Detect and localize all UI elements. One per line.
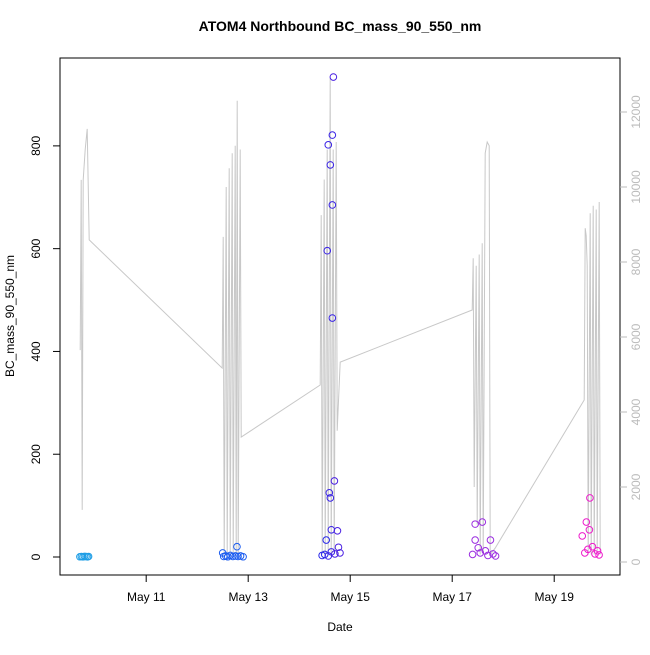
data-point (331, 550, 339, 558)
y-tick-label: 0 (29, 553, 43, 560)
data-point (578, 532, 587, 540)
x-tick-label: May 15 (331, 590, 371, 604)
data-point (333, 527, 342, 535)
y2-tick-label: 10000 (629, 170, 643, 204)
data-point (471, 536, 479, 544)
data-point (324, 141, 333, 149)
data-point (328, 314, 337, 322)
data-point (486, 536, 495, 544)
y2-tick-label: 0 (629, 558, 643, 565)
data-point (322, 536, 331, 544)
data-point (326, 494, 335, 502)
data-point (336, 549, 344, 557)
data-point (328, 201, 337, 209)
data-point (584, 545, 592, 554)
data-point (481, 547, 490, 555)
data-point (484, 551, 492, 560)
data-point (334, 543, 343, 552)
data-point (595, 551, 603, 559)
data-point (593, 547, 602, 555)
data-point (84, 552, 93, 561)
data-point (326, 161, 335, 169)
y-axis-label: BC_mass_90_550_nm (3, 255, 17, 377)
data-point (491, 552, 500, 560)
data-point (582, 518, 591, 526)
data-point (476, 549, 485, 557)
x-tick-label: May 19 (535, 590, 575, 604)
y-tick-label: 400 (29, 341, 43, 361)
data-point (320, 550, 329, 559)
y-tick-label: 200 (29, 444, 43, 464)
data-point (328, 131, 337, 139)
y-tick-label: 600 (29, 238, 43, 258)
data-point (323, 246, 332, 255)
x-tick-label: May 17 (433, 590, 473, 604)
data-point (330, 477, 339, 485)
y2-tick-label: 2000 (629, 473, 643, 500)
y-tick-label: 800 (29, 136, 43, 156)
y2-tick-label: 4000 (629, 398, 643, 425)
y2-tick-label: 8000 (629, 248, 643, 275)
data-point (474, 543, 483, 552)
y2-tick-label: 6000 (629, 323, 643, 350)
data-point (586, 494, 594, 502)
data-point (239, 552, 247, 561)
plot-frame (59, 57, 621, 576)
chart-title: ATOM4 Northbound BC_mass_90_550_nm (199, 18, 482, 34)
x-tick-label: May 13 (229, 590, 269, 604)
altitude-line (79, 78, 601, 556)
data-point (468, 550, 477, 559)
x-tick-label: May 11 (127, 590, 166, 604)
data-point (478, 518, 487, 526)
data-point (489, 550, 497, 558)
data-point (588, 542, 597, 551)
data-point (471, 520, 479, 528)
x-axis-label: Date (327, 620, 353, 634)
data-point (329, 73, 338, 81)
data-point (233, 542, 241, 551)
data-point (325, 488, 334, 497)
data-point (585, 525, 594, 534)
y2-tick-label: 12000 (629, 95, 643, 129)
